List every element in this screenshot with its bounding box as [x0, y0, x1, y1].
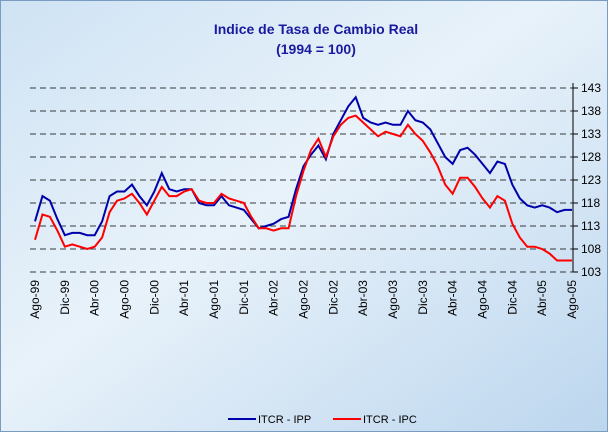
y-tick-label: 113 — [581, 219, 600, 233]
x-tick-label: Ago-99 — [28, 280, 42, 319]
x-tick-label: Dic-03 — [416, 280, 430, 315]
y-tick-label: 108 — [581, 242, 601, 256]
y-tick-label: 123 — [581, 173, 601, 187]
x-tick-label: Dic-02 — [326, 280, 340, 315]
y-tick-label: 143 — [581, 81, 601, 95]
x-tick-label: Ago-04 — [476, 280, 490, 319]
x-tick-label: Ago-05 — [565, 280, 579, 319]
x-tick-label: Dic-01 — [237, 280, 251, 315]
chart-title: Indice de Tasa de Cambio Real — [214, 21, 418, 37]
y-tick-label: 133 — [581, 127, 601, 141]
x-tick-label: Abr-02 — [267, 280, 281, 316]
x-tick-label: Abr-04 — [446, 280, 460, 316]
x-tick-label: Dic-99 — [58, 280, 72, 315]
x-tick-label: Ago-01 — [207, 280, 221, 319]
y-tick-label: 103 — [581, 265, 601, 279]
chart-subtitle: (1994 = 100) — [276, 41, 356, 57]
y-tick-label: 128 — [581, 150, 601, 164]
x-tick-label: Ago-03 — [386, 280, 400, 319]
x-tick-label: Dic-04 — [505, 280, 519, 315]
x-tick-label: Ago-02 — [297, 280, 311, 319]
x-tick-label: Abr-00 — [88, 280, 102, 316]
x-tick-label: Abr-01 — [177, 280, 191, 316]
line-series — [34, 114, 572, 262]
legend-label: ITCR - IPC — [363, 414, 417, 426]
x-tick-label: Abr-03 — [356, 280, 370, 316]
y-tick-label: 118 — [581, 196, 600, 210]
x-tick-label: Dic-00 — [147, 280, 161, 315]
x-tick-label: Abr-05 — [535, 280, 549, 316]
legend-label: ITCR - IPP — [258, 414, 311, 426]
line-series — [34, 95, 572, 237]
y-tick-label: 138 — [581, 104, 601, 118]
x-tick-label: Ago-00 — [118, 280, 132, 319]
